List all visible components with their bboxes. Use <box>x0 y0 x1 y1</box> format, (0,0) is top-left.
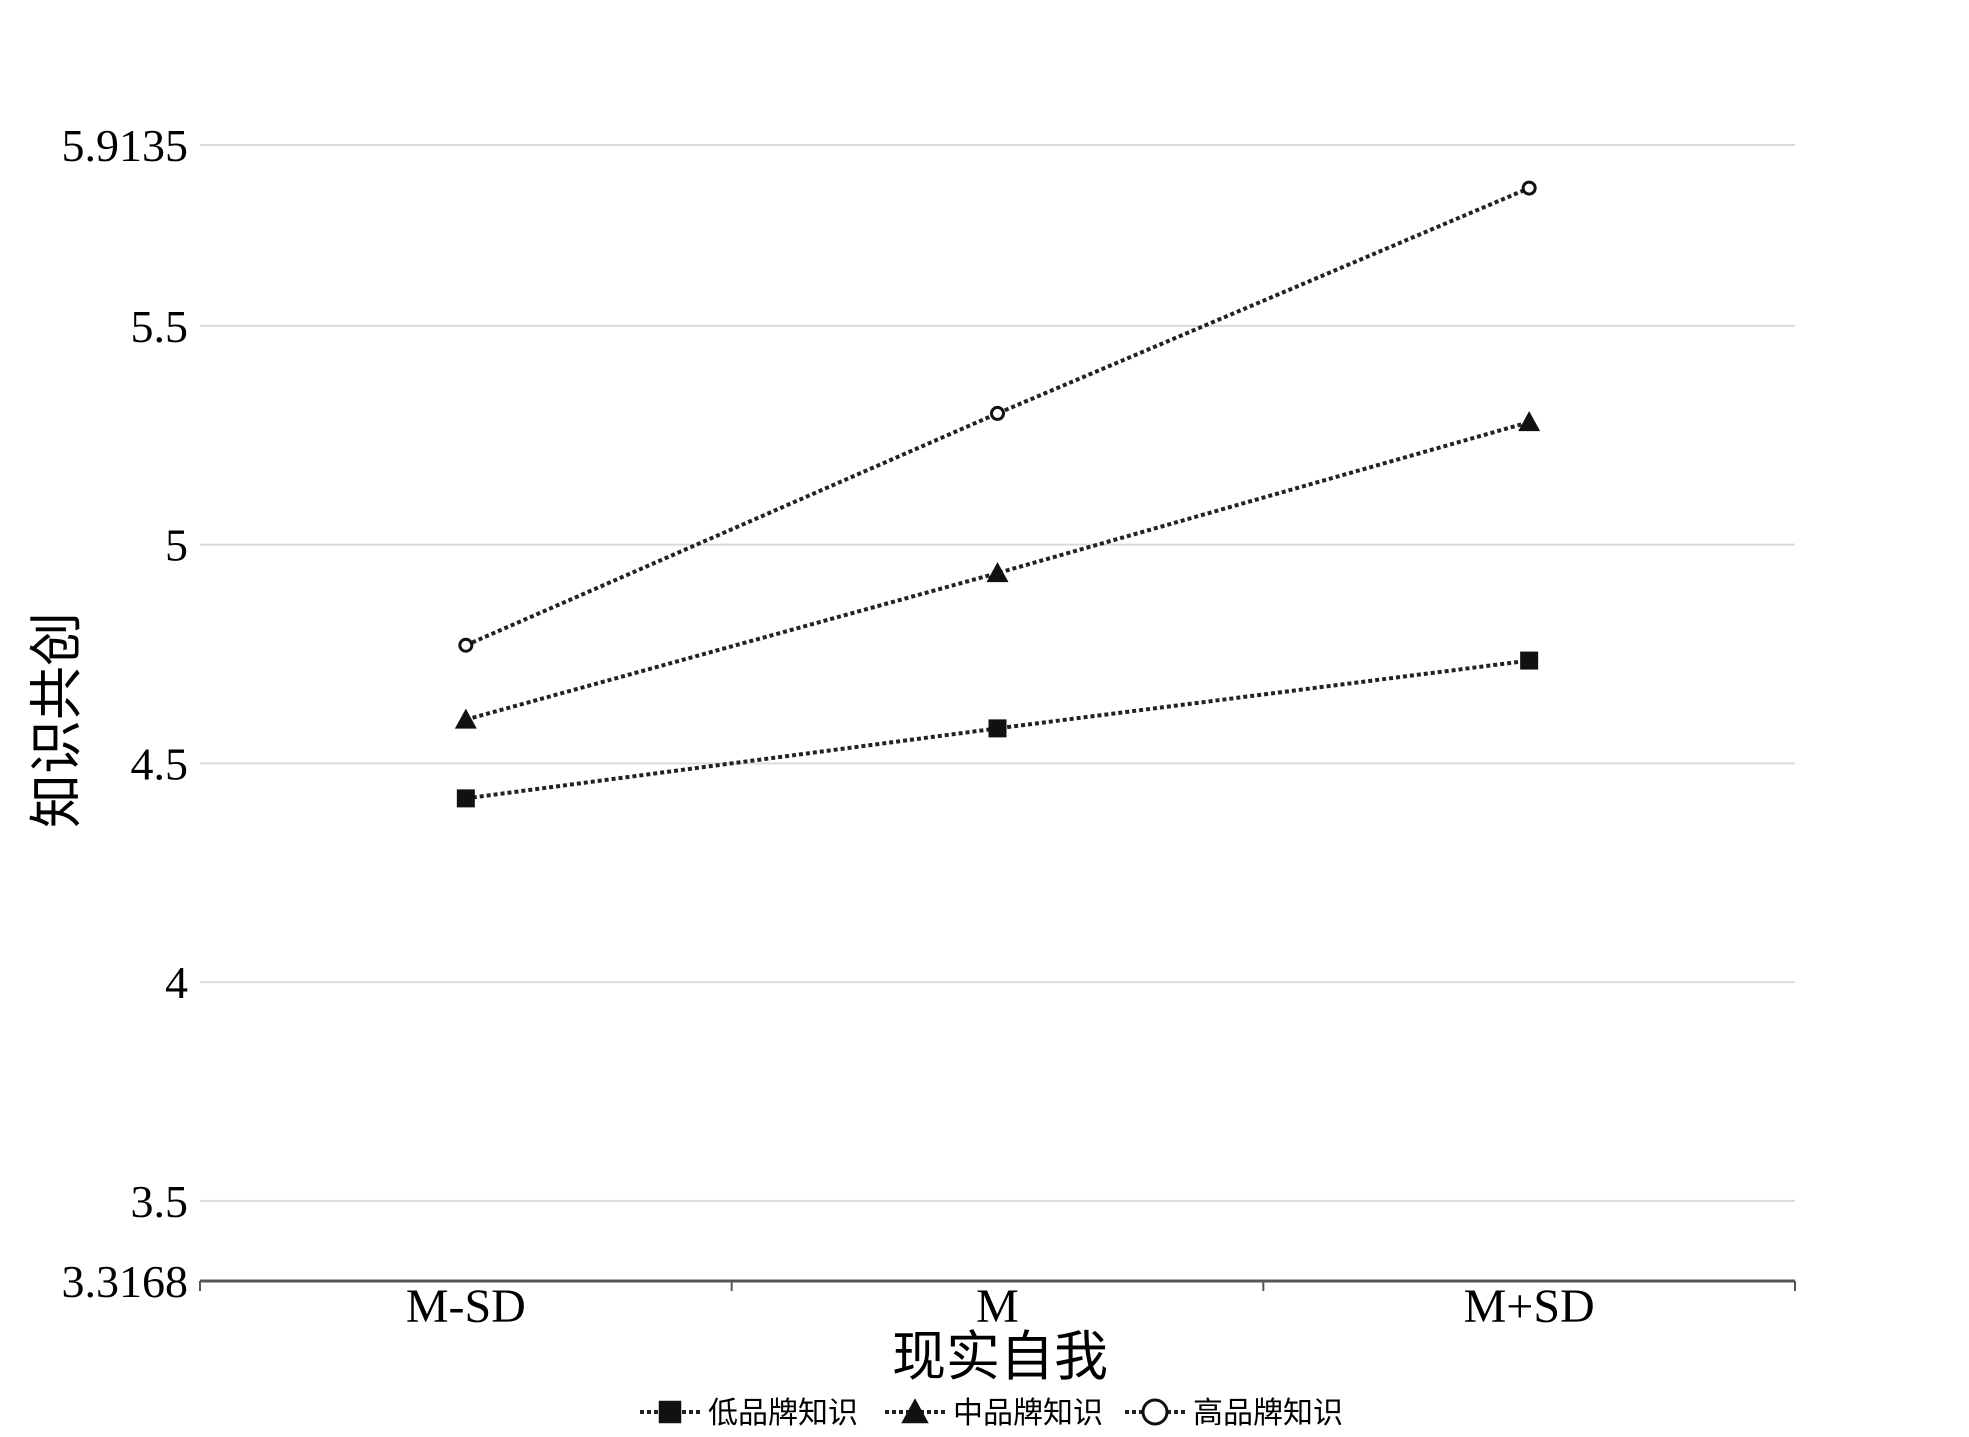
circle-marker <box>1521 180 1537 196</box>
legend-item: 高品牌知识 <box>1125 1396 1343 1431</box>
x-axis: M-SD M M+SD <box>199 1279 1796 1333</box>
series-circle <box>458 180 1537 653</box>
triangle-marker <box>454 708 477 729</box>
series-line <box>465 420 1530 722</box>
circle-marker <box>458 637 474 653</box>
legend-item: 低品牌知识 <box>640 1396 858 1431</box>
square-marker <box>988 719 1007 738</box>
legend-label: 高品牌知识 <box>1193 1396 1343 1431</box>
y-tick-label: 4.5 <box>131 738 189 789</box>
circle-marker <box>990 405 1005 421</box>
triangle-marker <box>986 562 1009 583</box>
y-tick-label: 4 <box>165 957 188 1008</box>
y-tick-labels: 3.3168 3.5 4 4.5 5 5.5 5.9135 <box>62 120 189 1307</box>
y-tick-label: 3.5 <box>131 1176 189 1227</box>
y-tick-label: 5.9135 <box>62 120 189 171</box>
square-marker <box>1520 651 1539 670</box>
y-axis-title: 知识共创 <box>25 612 88 828</box>
gridlines <box>200 144 1795 1202</box>
y-tick-label: 5.5 <box>131 301 189 352</box>
x-tick-label: M <box>976 1280 1019 1333</box>
square-marker <box>456 789 475 808</box>
square-marker <box>658 1400 682 1424</box>
x-tick-label: M+SD <box>1464 1280 1595 1333</box>
triangle-marker <box>901 1398 929 1424</box>
legend-label: 低品牌知识 <box>708 1396 858 1431</box>
series-group <box>454 180 1541 808</box>
y-tick-label: 5 <box>165 520 188 571</box>
legend: 低品牌知识 中品牌知识 高品牌知识 <box>640 1396 1343 1431</box>
triangle-marker <box>1518 411 1541 432</box>
circle-marker <box>1141 1398 1169 1426</box>
x-tick-label: M-SD <box>406 1280 526 1333</box>
y-tick-label: 3.3168 <box>62 1256 189 1307</box>
x-axis-title: 现实自我 <box>892 1325 1108 1388</box>
series-square <box>456 651 1539 808</box>
legend-item: 中品牌知识 <box>885 1396 1103 1431</box>
series-triangle <box>454 411 1541 729</box>
legend-label: 中品牌知识 <box>953 1396 1103 1431</box>
series-line <box>465 658 1530 801</box>
